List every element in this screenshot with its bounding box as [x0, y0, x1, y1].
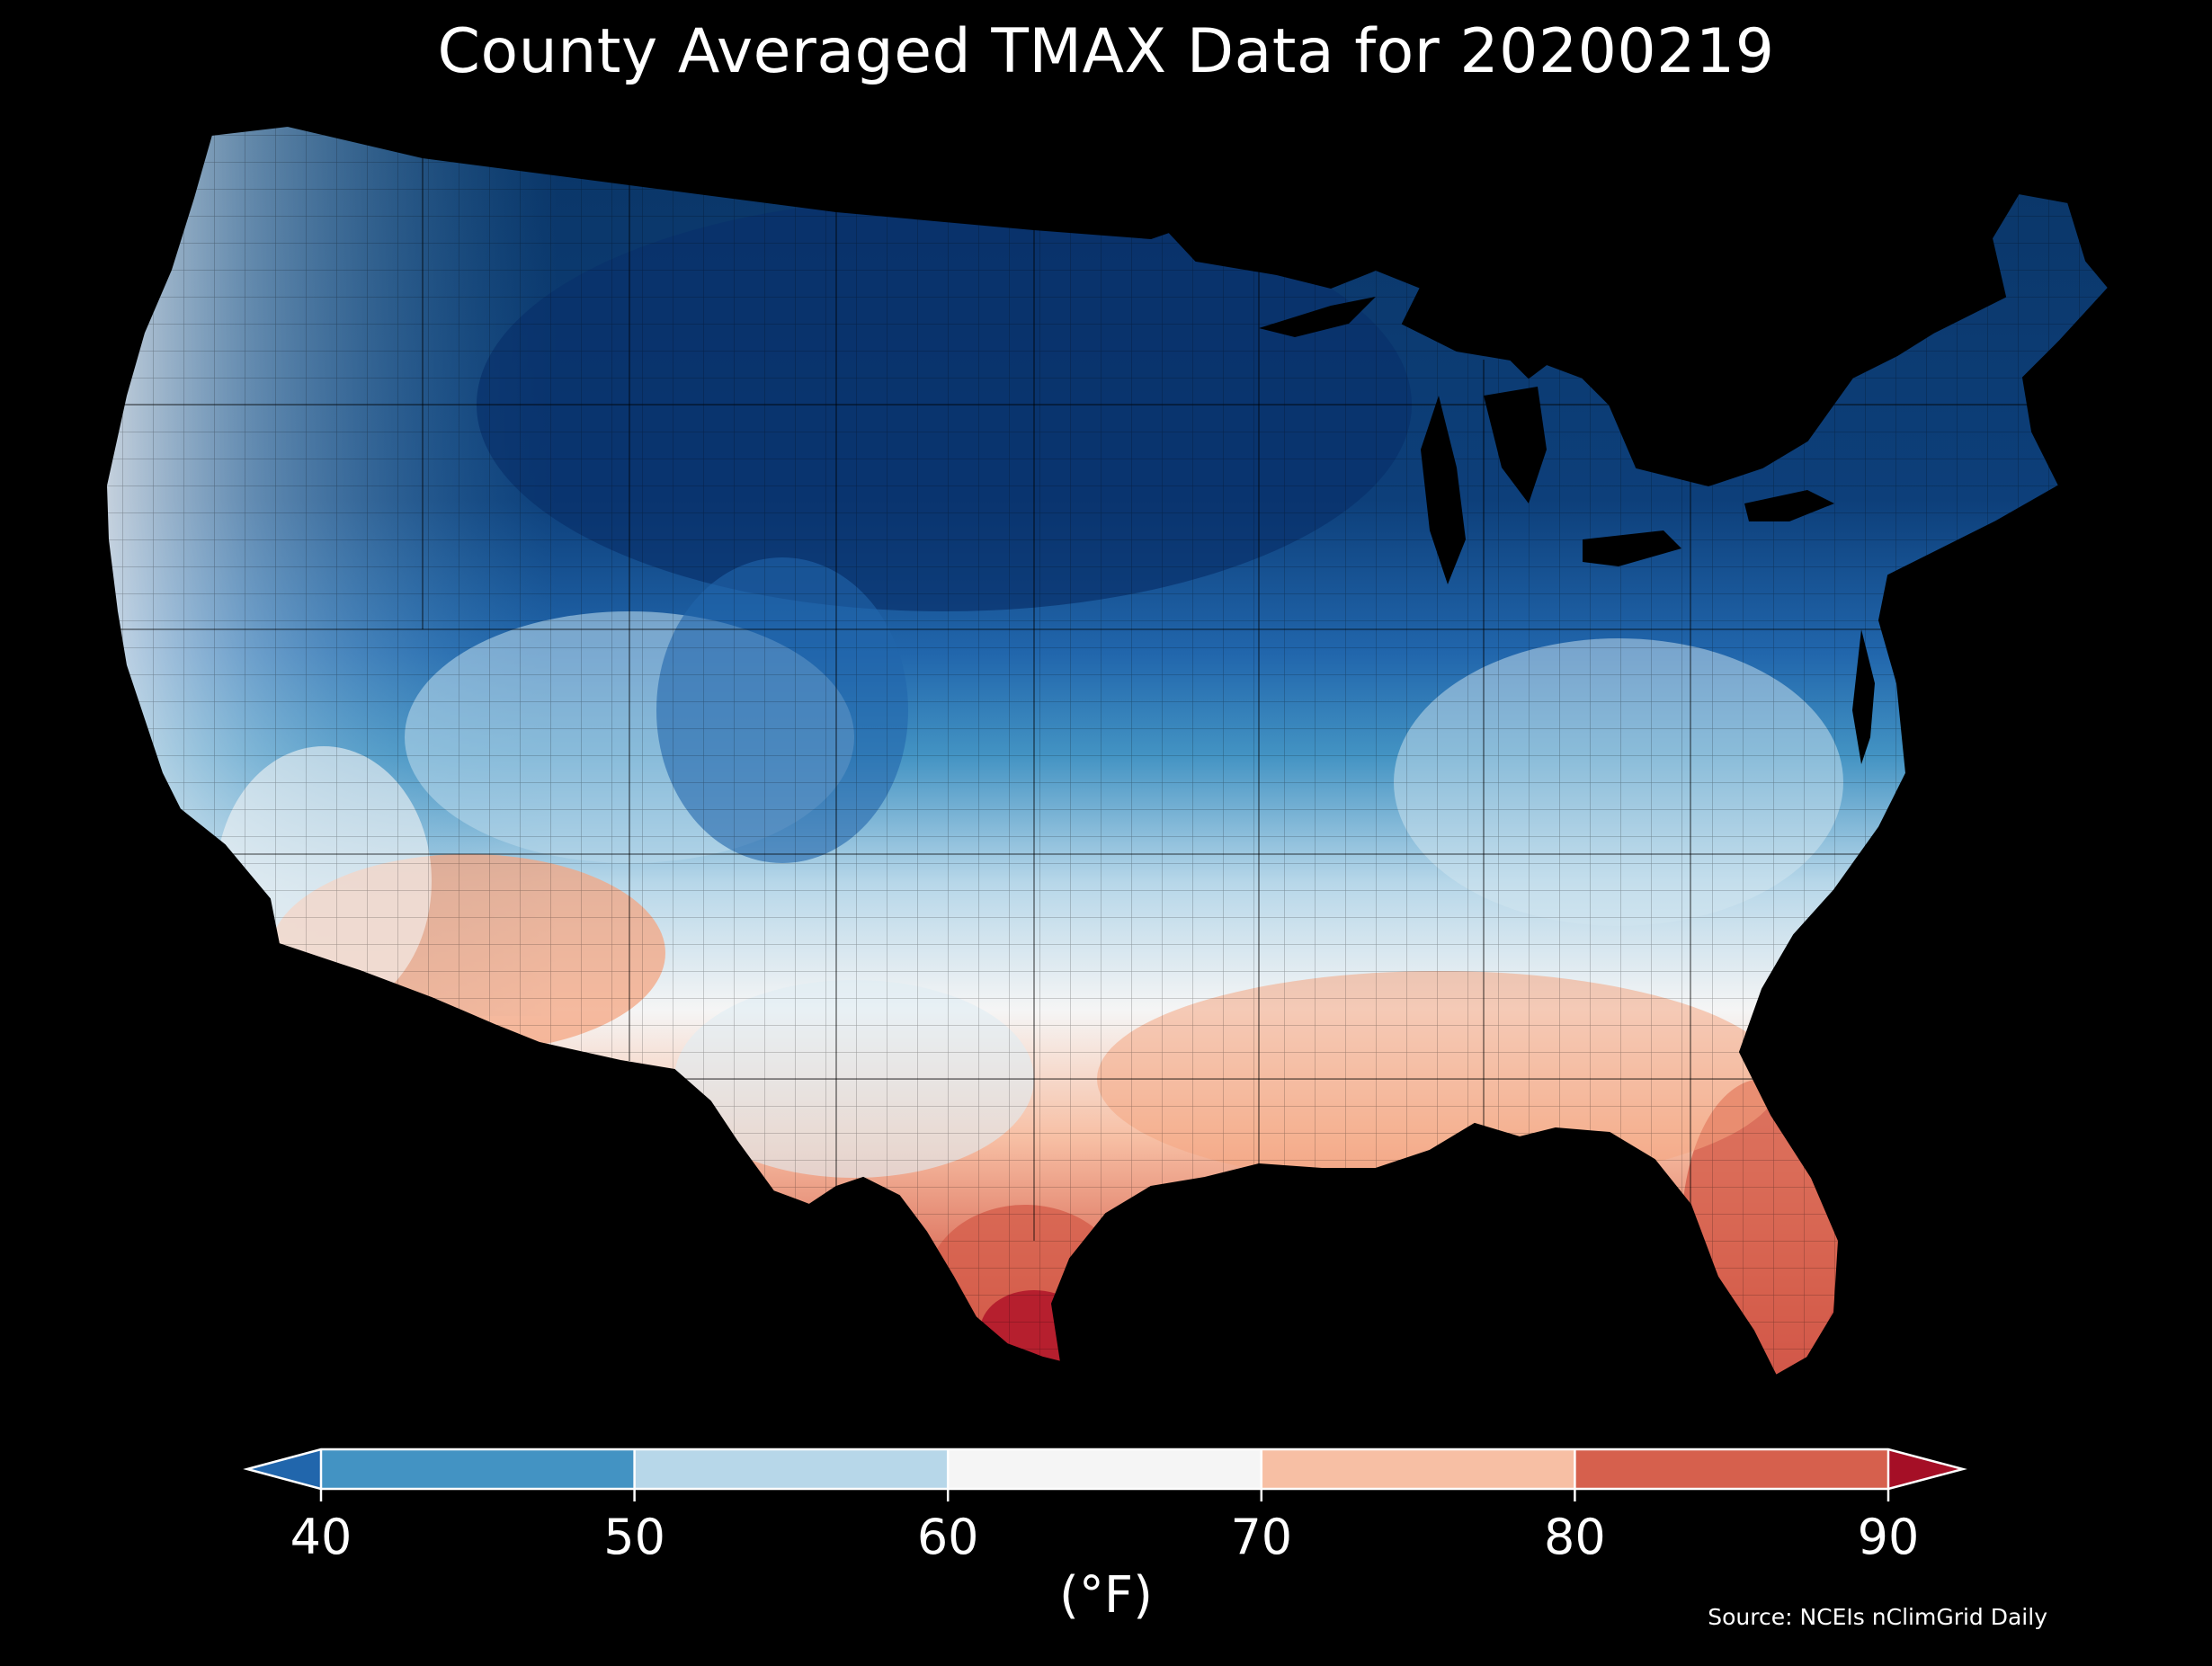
colorbar-bin: [634, 1449, 949, 1489]
colorbar-bin: [1574, 1449, 1889, 1489]
colorbar-tick-label: 60: [916, 1509, 979, 1565]
source-credit: Source: NCEIs nClimGrid Daily: [1708, 1604, 2047, 1630]
colorbar-tick-label: 50: [603, 1509, 665, 1565]
colorbar-tick-label: 40: [290, 1509, 352, 1565]
colorbar-bin: [948, 1449, 1262, 1489]
colorbar-extend-high: [1888, 1449, 1963, 1489]
map-title: County Averaged TMAX Data for 20200219: [437, 16, 1775, 87]
colorbar-bin: [1261, 1449, 1575, 1489]
colorbar-extend-low: [247, 1449, 321, 1489]
colorbar-tick-label: 80: [1544, 1509, 1606, 1565]
colorbar-tick-label: 70: [1230, 1509, 1293, 1565]
colorbar-bin: [321, 1449, 636, 1489]
colorbar-tick-label: 90: [1857, 1509, 1920, 1565]
colorbar-label: (°F): [1059, 1566, 1153, 1625]
chesapeake-bay: [1852, 629, 1875, 764]
great-lakes: [1259, 297, 1834, 584]
